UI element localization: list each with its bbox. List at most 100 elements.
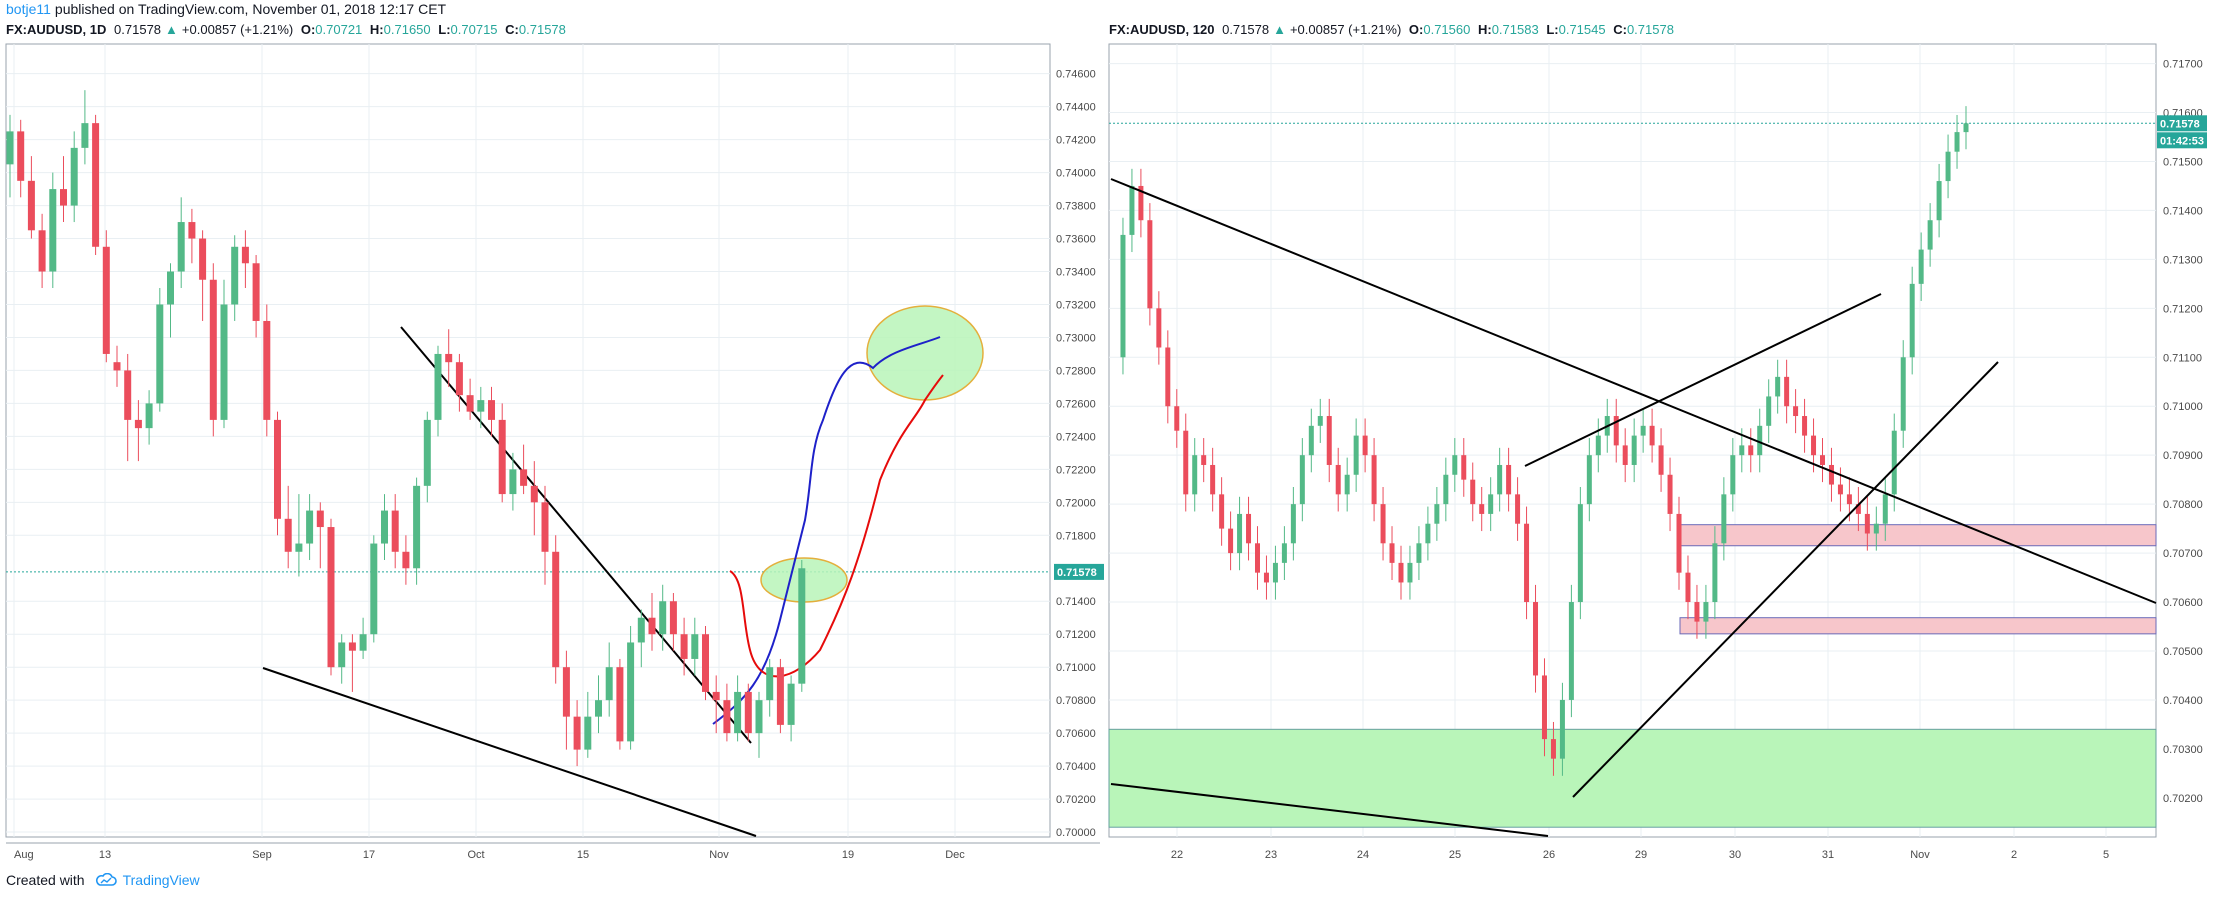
- candle-body: [477, 400, 485, 412]
- candle-body: [391, 510, 399, 552]
- y-tick-label: 0.70800: [2163, 499, 2203, 511]
- candle-body: [1730, 455, 1736, 495]
- candle-body: [1900, 357, 1906, 431]
- candle-body: [1658, 445, 1664, 475]
- candle-body: [1425, 523, 1431, 544]
- candle-body: [520, 469, 528, 486]
- candle-body: [712, 691, 720, 701]
- candle-body: [1201, 455, 1207, 465]
- right-low: 0.71545: [1558, 22, 1606, 37]
- candle-body: [1802, 416, 1808, 436]
- candle-body: [434, 353, 442, 420]
- last-price-label: 0.71578: [2160, 118, 2200, 130]
- candle-body: [6, 131, 14, 165]
- red-projection-path: [729, 374, 944, 678]
- tradingview-link[interactable]: TradingView: [95, 872, 200, 888]
- candle-body: [1882, 494, 1888, 524]
- candle-body: [1353, 435, 1359, 475]
- candle-body: [1873, 523, 1879, 534]
- candle-body: [209, 279, 217, 420]
- publisher-username[interactable]: botje11: [6, 1, 51, 17]
- candle-body: [1820, 455, 1826, 465]
- candle-body: [348, 642, 356, 651]
- left-y-axis: 0.74600 0.74400 0.74200 0.74000 0.73800 0.736…: [1054, 69, 1104, 839]
- y-tick-label: 0.71400: [1056, 596, 1096, 608]
- candle-body: [252, 263, 260, 321]
- candle-body: [306, 510, 314, 544]
- x-tick-label: 30: [1729, 849, 1741, 861]
- candle-body: [1174, 406, 1180, 431]
- candle-body: [359, 634, 367, 651]
- candle-body: [1936, 181, 1942, 221]
- candle-body: [595, 700, 602, 717]
- candle-body: [1550, 739, 1556, 759]
- y-tick-label: 0.73400: [1056, 267, 1096, 279]
- right-grid: [1109, 44, 2156, 837]
- candle-body: [573, 716, 581, 750]
- y-tick-label: 0.70400: [1056, 761, 1096, 773]
- candle-body: [1263, 572, 1269, 583]
- candle-body: [1479, 504, 1485, 514]
- candle-body: [423, 419, 431, 486]
- candle-body: [702, 634, 709, 692]
- candle-body: [316, 510, 324, 528]
- candle-body: [734, 691, 742, 734]
- y-tick-label: 0.70400: [2163, 695, 2203, 707]
- candle-body: [766, 667, 774, 701]
- candle-body: [680, 634, 688, 659]
- candle-body: [488, 400, 495, 420]
- candle-body: [1586, 455, 1592, 505]
- left-low: 0.70715: [450, 22, 498, 37]
- candle-body: [1362, 435, 1368, 456]
- y-tick-label: 0.72800: [1056, 365, 1096, 377]
- y-tick-label: 0.72200: [1056, 464, 1096, 476]
- y-tick-label: 0.70000: [1056, 827, 1096, 839]
- candle-body: [744, 691, 752, 734]
- candle-body: [1855, 504, 1861, 514]
- right-h-label: H:: [1477, 22, 1492, 37]
- candle-body: [1721, 494, 1727, 544]
- y-tick-label: 0.73000: [1056, 332, 1096, 344]
- candle-body: [1165, 347, 1171, 407]
- candle-body: [49, 189, 57, 272]
- y-tick-label: 0.72400: [1056, 431, 1096, 443]
- candle-body: [27, 180, 35, 231]
- left-c-label: C:: [505, 22, 519, 37]
- candle-body: [509, 469, 517, 495]
- y-tick-label: 0.72000: [1056, 497, 1096, 509]
- left-symbol: FX:AUDUSD, 1D: [6, 22, 107, 37]
- candle-body: [1147, 220, 1153, 309]
- candle-body: [1246, 513, 1252, 544]
- y-tick-label: 0.71500: [2163, 156, 2203, 168]
- candle-body: [1254, 543, 1260, 573]
- candle-body: [1676, 513, 1682, 573]
- last-price-label: 0.71578: [1057, 567, 1097, 579]
- left-o-label: O:: [300, 22, 316, 37]
- uptrend-line: [1572, 361, 1999, 798]
- candle-body: [498, 419, 506, 495]
- downtrend-line: [1110, 178, 2157, 604]
- candle-body: [1461, 455, 1467, 480]
- y-tick-label: 0.72600: [1056, 398, 1096, 410]
- y-tick-label: 0.70900: [2163, 450, 2203, 462]
- candle-body: [1326, 416, 1332, 465]
- y-tick-label: 0.71100: [2163, 352, 2202, 364]
- right-x-axis: 22 23 24 25 26 29 30 31 Nov 2 5: [1171, 849, 2109, 861]
- left-h-label: H:: [369, 22, 384, 37]
- candle-body: [455, 362, 463, 396]
- candle-body: [413, 485, 421, 569]
- right-zones: [1108, 524, 2157, 828]
- up-triangle-icon: ▲: [165, 22, 178, 37]
- candle-body: [1667, 474, 1673, 514]
- candle-body: [466, 395, 474, 412]
- candle-body: [1811, 435, 1817, 456]
- tradingview-brand: TradingView: [122, 872, 200, 888]
- candle-body: [1335, 464, 1341, 495]
- y-tick-label: 0.73200: [1056, 299, 1096, 311]
- candle-body: [1272, 562, 1278, 583]
- y-tick-label: 0.70200: [2163, 793, 2203, 805]
- candle-body: [70, 147, 78, 206]
- y-tick-label: 0.73800: [1056, 201, 1096, 213]
